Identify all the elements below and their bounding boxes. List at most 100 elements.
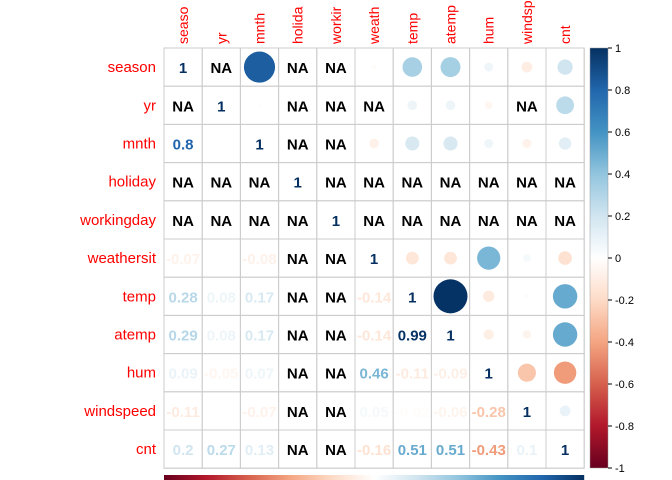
na-label: NA bbox=[325, 60, 347, 77]
legend-tick-label: 0.6 bbox=[615, 127, 630, 139]
column-label: holida bbox=[290, 6, 306, 44]
correlation-value: 1 bbox=[408, 289, 416, 306]
correlation-circle bbox=[444, 251, 457, 265]
column-label: hum bbox=[481, 17, 497, 44]
row-label: cnt bbox=[136, 441, 157, 458]
na-label: NA bbox=[287, 404, 309, 421]
row-label: yr bbox=[144, 97, 157, 114]
row-label: mnth bbox=[123, 136, 156, 153]
correlation-circle bbox=[405, 136, 420, 151]
correlation-value: 0.17 bbox=[245, 328, 274, 345]
na-label: NA bbox=[325, 251, 347, 268]
na-label: NA bbox=[363, 213, 385, 230]
na-label: NA bbox=[516, 213, 538, 230]
correlation-circle bbox=[243, 51, 276, 83]
na-label: NA bbox=[210, 175, 232, 192]
correlation-circle bbox=[405, 251, 419, 265]
correlation-value: 0.28 bbox=[168, 289, 197, 306]
na-label: NA bbox=[440, 213, 462, 230]
na-label: NA bbox=[440, 175, 462, 192]
na-label: NA bbox=[325, 98, 347, 115]
correlation-value: 0.27 bbox=[207, 442, 236, 459]
correlation-value: 1 bbox=[523, 404, 531, 421]
na-label: NA bbox=[249, 175, 271, 192]
correlation-value: 0.09 bbox=[168, 366, 197, 383]
correlation-circle bbox=[523, 254, 531, 262]
correlation-circle bbox=[484, 101, 493, 110]
correlation-circle bbox=[433, 279, 468, 314]
na-label: NA bbox=[325, 366, 347, 383]
na-label: NA bbox=[287, 137, 309, 154]
row-label: season bbox=[108, 59, 156, 76]
na-label: NA bbox=[554, 175, 576, 192]
correlation-circle bbox=[369, 138, 379, 149]
correlation-value: -0.16 bbox=[357, 442, 391, 459]
correlation-value: 1 bbox=[446, 328, 454, 345]
na-label: NA bbox=[325, 442, 347, 459]
correlation-circle bbox=[521, 61, 533, 73]
correlation-value: 1 bbox=[179, 60, 187, 77]
correlation-circle bbox=[553, 361, 577, 384]
matrix-cells: 1 NA NA NA NA 1 NA NA NA NA 0.8 1 NA NA NA NA NA 1 NA NA NA N… bbox=[163, 47, 585, 469]
correlation-value: -0.11 bbox=[166, 404, 199, 421]
na-label: NA bbox=[287, 98, 309, 115]
correlation-value: 1 bbox=[294, 175, 302, 192]
legend-tick-label: -0.8 bbox=[615, 421, 634, 433]
column-label: weath bbox=[366, 7, 382, 45]
legend-bar bbox=[589, 47, 609, 469]
correlation-value: -0.08 bbox=[242, 251, 276, 268]
correlation-circle bbox=[407, 100, 418, 111]
correlation-value: 0.2 bbox=[173, 442, 194, 459]
grid-cell bbox=[545, 429, 585, 469]
na-label: NA bbox=[325, 404, 347, 421]
correlation-value: -0.07 bbox=[242, 404, 276, 421]
correlation-circle bbox=[484, 138, 494, 149]
correlation-circle bbox=[371, 64, 377, 70]
column-labels: seaso yr mnth holida workir weath temp atemp hum… bbox=[175, 0, 573, 45]
correlation-circle bbox=[402, 57, 423, 77]
na-label: NA bbox=[172, 175, 194, 192]
correlation-circle bbox=[440, 57, 461, 78]
na-label: NA bbox=[210, 213, 232, 230]
correlation-circle bbox=[559, 405, 571, 417]
na-label: NA bbox=[325, 328, 347, 345]
color-legend: 1 0.8 0.6 0.4 0.2 0 -0.2 -0.4 -0.6 -0.8 -1 bbox=[589, 43, 634, 475]
correlation-value: -0.43 bbox=[472, 442, 506, 459]
correlation-circle bbox=[557, 59, 573, 75]
correlation-circle bbox=[257, 103, 262, 108]
correlation-value: 0.13 bbox=[245, 442, 274, 459]
correlation-circle bbox=[552, 322, 578, 347]
na-label: NA bbox=[363, 175, 385, 192]
correlation-circle bbox=[552, 284, 578, 309]
correlation-circle bbox=[445, 100, 456, 111]
correlation-value: -0.05 bbox=[204, 366, 238, 383]
row-label: atemp bbox=[114, 327, 156, 344]
strip-bar bbox=[164, 475, 585, 480]
legend-tick-label: 0 bbox=[615, 253, 621, 265]
legend-tick-label: -1 bbox=[615, 463, 625, 475]
na-label: NA bbox=[172, 98, 194, 115]
na-label: NA bbox=[363, 98, 385, 115]
bottom-color-strip bbox=[164, 475, 585, 480]
correlation-circle bbox=[558, 137, 572, 150]
na-label: NA bbox=[401, 175, 423, 192]
correlation-value: -0.11 bbox=[396, 366, 429, 383]
correlation-value: -0.02 bbox=[395, 404, 429, 421]
correlation-value: 0.07 bbox=[245, 366, 274, 383]
correlation-circle bbox=[522, 330, 532, 339]
row-label: temp bbox=[123, 288, 156, 305]
matrix-background bbox=[163, 47, 585, 469]
column-label: temp bbox=[404, 13, 420, 44]
correlation-value: 0.08 bbox=[207, 328, 236, 345]
correlation-value: 0.17 bbox=[245, 289, 274, 306]
row-labels: season yr mnth holiday workingday weathersit t… bbox=[79, 59, 157, 458]
legend-tick-label: 0.8 bbox=[615, 85, 630, 97]
row-label: hum bbox=[127, 365, 156, 382]
correlation-circle bbox=[477, 246, 501, 270]
correlation-circle bbox=[483, 329, 494, 340]
na-label: NA bbox=[287, 366, 309, 383]
na-label: NA bbox=[516, 98, 538, 115]
correlation-value: -0.06 bbox=[433, 404, 467, 421]
row-label: holiday bbox=[108, 174, 156, 191]
